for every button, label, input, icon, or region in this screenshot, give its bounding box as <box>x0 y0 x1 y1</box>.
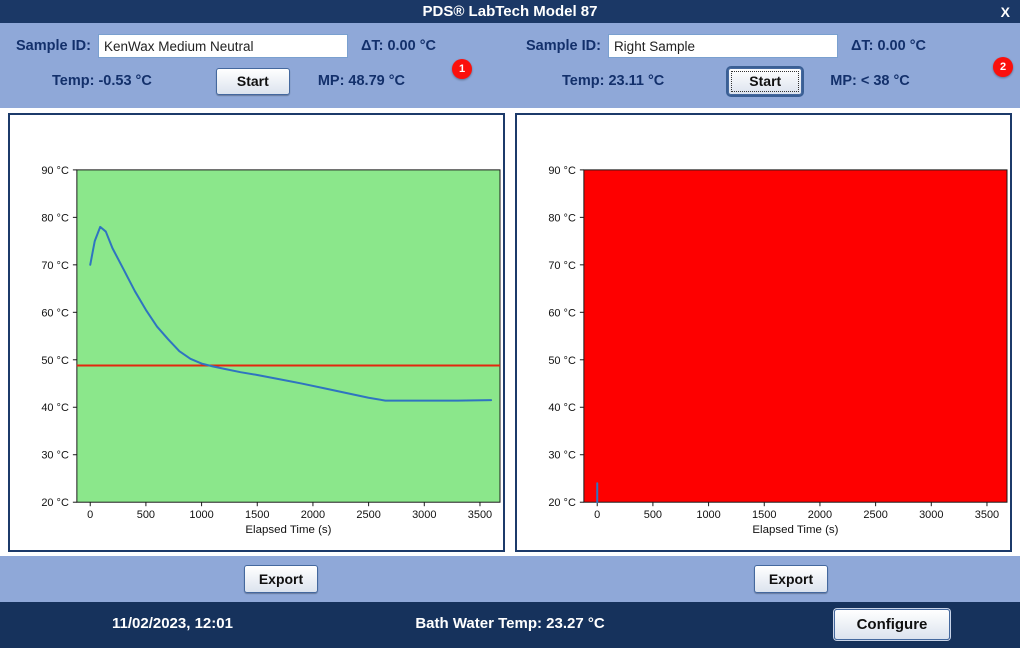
temp-readout-left: Temp: -0.53 °C <box>52 73 152 89</box>
svg-text:3500: 3500 <box>468 509 492 521</box>
svg-text:3000: 3000 <box>919 509 943 521</box>
configure-button[interactable]: Configure <box>834 609 950 641</box>
right-sample-controls: Sample ID: ΔT: 0.00 °C Temp: 23.11 °C St… <box>510 23 1020 108</box>
close-button[interactable]: X <box>1000 3 1010 20</box>
svg-text:20 °C: 20 °C <box>548 497 576 509</box>
start-button-left[interactable]: Start <box>215 67 290 95</box>
svg-text:Elapsed Time (s): Elapsed Time (s) <box>752 524 838 536</box>
svg-text:30 °C: 30 °C <box>548 450 576 462</box>
start-button-right[interactable]: Start <box>728 67 803 95</box>
left-chart-panel: 20 °C 30 °C 40 °C 50 °C 60 °C 70 °C 80 °C 90 °C… <box>8 113 505 553</box>
right-sample-row-2: Temp: 23.11 °C Start MP: < 38 °C <box>510 67 1020 95</box>
sample-id-label-left: Sample ID: <box>16 38 91 54</box>
sample-id-input-left[interactable] <box>97 34 348 58</box>
svg-text:Elapsed Time (s): Elapsed Time (s) <box>245 524 331 536</box>
left-temperature-chart: 20 °C 30 °C 40 °C 50 °C 60 °C 70 °C 80 °C 90 °C… <box>41 165 501 536</box>
right-chart-panel: 20 °C 30 °C 40 °C 50 °C 60 °C 70 °C 80 °C 90 °C… <box>515 113 1012 553</box>
right-sample-row-1: Sample ID: ΔT: 0.00 °C <box>510 32 1020 60</box>
svg-text:40 °C: 40 °C <box>548 402 576 414</box>
svg-text:0: 0 <box>87 509 93 521</box>
svg-text:500: 500 <box>137 509 155 521</box>
svg-text:30 °C: 30 °C <box>41 450 69 462</box>
svg-text:1000: 1000 <box>696 509 720 521</box>
bath-temp-text: Bath Water Temp: 23.27 °C <box>415 615 605 633</box>
svg-text:50 °C: 50 °C <box>41 355 69 367</box>
export-half-right: Export <box>510 556 1020 602</box>
svg-text:1500: 1500 <box>245 509 269 521</box>
melting-point-left: MP: 48.79 °C <box>317 73 406 89</box>
svg-text:40 °C: 40 °C <box>41 402 69 414</box>
left-sample-row-1: Sample ID: ΔT: 0.00 °C <box>0 32 510 60</box>
export-band: Export Export <box>0 556 1020 603</box>
svg-text:3000: 3000 <box>412 509 436 521</box>
svg-text:60 °C: 60 °C <box>548 307 576 319</box>
svg-text:0: 0 <box>594 509 600 521</box>
svg-text:2500: 2500 <box>863 509 887 521</box>
export-button-right[interactable]: Export <box>754 565 828 594</box>
svg-text:50 °C: 50 °C <box>548 355 576 367</box>
window-title: PDS® LabTech Model 87 <box>422 3 598 20</box>
svg-text:2500: 2500 <box>356 509 380 521</box>
svg-text:90 °C: 90 °C <box>548 165 576 177</box>
datetime-text: 11/02/2023, 12:01 <box>112 615 233 633</box>
svg-text:2000: 2000 <box>808 509 832 521</box>
chart-area: 20 °C 30 °C 40 °C 50 °C 60 °C 70 °C 80 °C 90 °C… <box>0 108 1020 557</box>
svg-text:1500: 1500 <box>752 509 776 521</box>
status-badge-right: 2 <box>993 57 1013 77</box>
melting-point-right: MP: < 38 °C <box>830 73 910 89</box>
sample-id-input-right[interactable] <box>607 34 838 58</box>
sample-id-label-right: Sample ID: <box>526 38 601 54</box>
sample-header: Sample ID: ΔT: 0.00 °C Temp: -0.53 °C St… <box>0 23 1020 108</box>
svg-text:20 °C: 20 °C <box>41 497 69 509</box>
svg-text:500: 500 <box>644 509 662 521</box>
left-sample-controls: Sample ID: ΔT: 0.00 °C Temp: -0.53 °C St… <box>0 23 510 108</box>
temp-readout-right: Temp: 23.11 °C <box>562 73 665 89</box>
svg-text:2000: 2000 <box>301 509 325 521</box>
status-bar: 11/02/2023, 12:01 Bath Water Temp: 23.27… <box>0 602 1020 648</box>
left-sample-row-2: Temp: -0.53 °C Start MP: 48.79 °C <box>0 67 510 95</box>
svg-text:80 °C: 80 °C <box>548 212 576 224</box>
svg-text:70 °C: 70 °C <box>548 260 576 272</box>
svg-text:1000: 1000 <box>189 509 213 521</box>
delta-t-left: ΔT: 0.00 °C <box>360 38 436 54</box>
delta-t-right: ΔT: 0.00 °C <box>850 38 926 54</box>
title-bar: PDS® LabTech Model 87 X <box>0 0 1020 23</box>
svg-text:80 °C: 80 °C <box>41 212 69 224</box>
right-temperature-chart: 20 °C 30 °C 40 °C 50 °C 60 °C 70 °C 80 °C 90 °C… <box>548 165 1008 536</box>
svg-text:60 °C: 60 °C <box>41 307 69 319</box>
status-badge-left: 1 <box>452 59 472 79</box>
svg-text:70 °C: 70 °C <box>41 260 69 272</box>
export-button-left[interactable]: Export <box>244 565 318 594</box>
svg-text:90 °C: 90 °C <box>41 165 69 177</box>
export-half-left: Export <box>0 556 510 602</box>
svg-text:3500: 3500 <box>975 509 999 521</box>
